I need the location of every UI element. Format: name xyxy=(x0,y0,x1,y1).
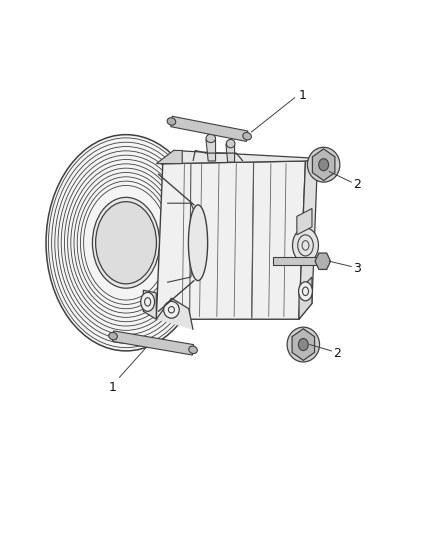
Ellipse shape xyxy=(299,282,312,301)
Ellipse shape xyxy=(319,159,328,171)
Ellipse shape xyxy=(189,346,198,353)
Text: 2: 2 xyxy=(334,347,342,360)
Polygon shape xyxy=(299,277,312,319)
Polygon shape xyxy=(163,150,318,164)
Ellipse shape xyxy=(46,135,206,351)
Ellipse shape xyxy=(226,140,235,148)
Polygon shape xyxy=(156,298,193,330)
Text: 2: 2 xyxy=(353,178,361,191)
Text: 1: 1 xyxy=(109,382,117,394)
Polygon shape xyxy=(113,331,194,355)
Ellipse shape xyxy=(92,197,159,288)
Ellipse shape xyxy=(167,118,176,125)
Polygon shape xyxy=(156,161,305,319)
Polygon shape xyxy=(206,138,215,161)
Polygon shape xyxy=(312,149,335,181)
Text: 3: 3 xyxy=(353,262,361,274)
Ellipse shape xyxy=(206,134,215,142)
Polygon shape xyxy=(299,158,318,319)
Ellipse shape xyxy=(293,228,318,263)
Ellipse shape xyxy=(95,201,156,284)
Polygon shape xyxy=(171,116,248,141)
Ellipse shape xyxy=(188,205,208,280)
Ellipse shape xyxy=(109,333,117,340)
Polygon shape xyxy=(292,329,314,360)
Ellipse shape xyxy=(243,133,251,140)
Ellipse shape xyxy=(287,327,320,362)
Ellipse shape xyxy=(164,301,179,318)
Polygon shape xyxy=(143,290,156,319)
Ellipse shape xyxy=(298,338,308,351)
Polygon shape xyxy=(315,253,331,270)
Text: 1: 1 xyxy=(299,89,307,102)
Polygon shape xyxy=(273,257,323,265)
Ellipse shape xyxy=(141,292,155,311)
Polygon shape xyxy=(297,208,312,235)
Ellipse shape xyxy=(307,147,340,182)
Polygon shape xyxy=(226,142,235,162)
Polygon shape xyxy=(156,150,182,164)
